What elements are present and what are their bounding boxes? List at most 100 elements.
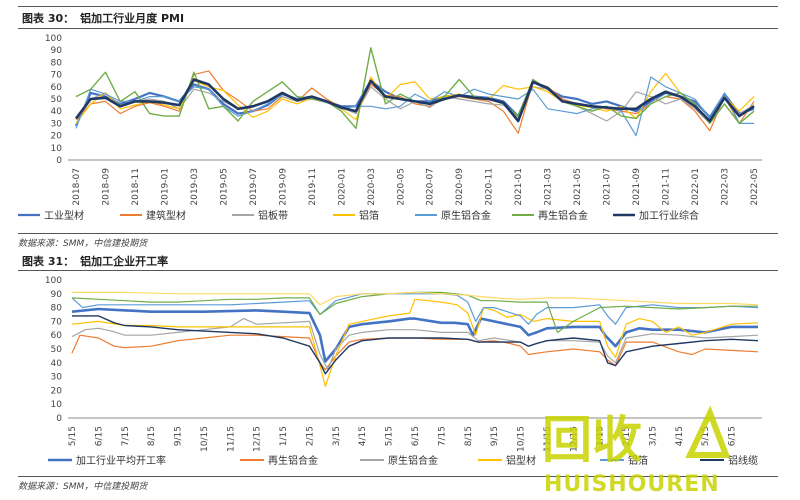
util-xtick-label: 1/15: [596, 426, 606, 446]
pmi-xtick-label: 2021-11: [662, 168, 672, 206]
pmi-xtick-label: 2020-09: [455, 168, 465, 206]
util-xtick-label: 3/15: [332, 426, 342, 446]
util-series-line: [71, 318, 759, 371]
util-legend-label: 铝线缆: [728, 454, 758, 467]
util-xtick-label: 5/15: [385, 426, 395, 446]
util-legend-label: 再生铝合金: [268, 454, 318, 467]
util-ytick-label: 100: [45, 276, 62, 286]
util-xtick-label: 8/15: [147, 426, 157, 446]
pmi-xtick-label: 2022-05: [750, 168, 760, 206]
util-legend-label: 铝箔: [628, 454, 648, 467]
util-series-line: [71, 334, 759, 371]
pmi-legend-label: 工业型材: [44, 209, 84, 222]
pmi-series-line: [75, 76, 754, 137]
pmi-ytick-label: 30: [51, 119, 63, 129]
pmi-xtick-label: 2021-05: [573, 168, 583, 206]
util-xtick-label: 4/15: [675, 426, 685, 446]
util-ytick-label: 70: [51, 317, 63, 327]
util-xtick-label: 6/15: [411, 426, 421, 446]
watermark-leaf-icon: [685, 405, 731, 458]
pmi-legend-label: 建筑型材: [146, 209, 186, 222]
pmi-legend-label: 铝板带: [258, 209, 288, 222]
pmi-xtick-label: 2019-07: [249, 168, 259, 206]
util-xtick-label: 7/15: [121, 426, 131, 446]
util-xtick-label: 9/15: [490, 426, 500, 446]
util-xtick-label: 6/15: [728, 426, 738, 446]
watermark-chars: 回收: [542, 411, 642, 469]
pmi-legend-label: 铝箔: [359, 209, 379, 222]
pmi-xtick-label: 2018-11: [131, 168, 141, 206]
huishouren-watermark-logo: 回收 HUISHOUREN: [542, 405, 731, 497]
chart2-title: 图表 31： 铝加工企业开工率: [22, 253, 168, 269]
util-ytick-label: 60: [51, 331, 63, 341]
pmi-xtick-label: 2018-09: [101, 168, 111, 206]
pmi-ytick-label: 80: [51, 58, 63, 68]
util-xtick-label: 2/15: [305, 426, 315, 446]
pmi-xtick-label: 2022-01: [691, 168, 701, 206]
pmi-xtick-label: 2019-01: [160, 168, 170, 206]
chart1-bottom-separator: [18, 233, 778, 234]
util-xtick-label: 10/15: [517, 426, 527, 452]
util-series-line: [72, 315, 759, 375]
pmi-xtick-label: 2021-09: [632, 168, 642, 206]
pmi-ytick-label: 40: [51, 107, 63, 117]
pmi-ytick-label: 70: [51, 71, 63, 81]
pmi-ytick-label: 60: [51, 83, 63, 93]
pmi-legend-label: 再生铝合金: [538, 209, 588, 222]
util-ytick-label: 40: [51, 359, 63, 369]
util-ytick-label: 20: [51, 386, 63, 396]
util-xtick-label: 4/15: [358, 426, 368, 446]
chart1-figure-label: 图表 30：: [22, 12, 75, 25]
pmi-series-line: [74, 78, 755, 123]
pmi-xtick-label: 2020-07: [426, 168, 436, 206]
chart1-title-text: 铝加工行业月度 PMI: [80, 12, 185, 25]
util-legend-label: 铝型材: [506, 454, 536, 467]
chart2-figure-label: 图表 31：: [22, 255, 75, 268]
util-xtick-label: 6/15: [94, 426, 104, 446]
pmi-ytick-label: 10: [51, 144, 63, 154]
pmi-legend-label: 加工行业综合: [639, 209, 699, 222]
util-xtick-label: 7/15: [437, 426, 447, 446]
pmi-xtick-label: 2019-05: [219, 168, 229, 206]
pmi-xtick-label: 2022-03: [721, 168, 731, 206]
util-xtick-label: 2/15: [622, 426, 632, 446]
util-series-line: [72, 291, 759, 306]
pmi-legend-label: 原生铝合金: [441, 209, 491, 222]
util-series-line: [71, 293, 759, 325]
chart2-title-separator: [18, 270, 778, 271]
pmi-xtick-label: 2020-11: [485, 168, 495, 206]
util-ytick-label: 90: [51, 290, 63, 300]
pmi-xtick-label: 2019-09: [278, 168, 288, 206]
util-series-line: [71, 291, 758, 333]
pmi-xtick-label: 2020-01: [337, 168, 347, 206]
util-ytick-label: 10: [51, 400, 63, 410]
pmi-ytick-label: 90: [51, 46, 63, 56]
pmi-xtick-label: 2021-03: [544, 168, 554, 206]
chart1-title-separator: [18, 28, 778, 29]
pmi-ytick-label: 0: [56, 156, 62, 166]
util-ytick-label: 0: [56, 414, 62, 424]
util-legend-label: 原生铝合金: [388, 454, 438, 467]
util-series-line: [71, 298, 759, 387]
top-separator: [18, 6, 778, 7]
util-legend-label: 加工行业平均开工率: [76, 454, 166, 467]
util-xtick-label: 5/15: [701, 426, 711, 446]
util-xtick-label: 11/15: [226, 426, 236, 452]
util-xtick-label: 9/15: [174, 426, 184, 446]
util-xtick-label: 12/15: [253, 426, 263, 452]
chart2-title-text: 铝加工企业开工率: [80, 255, 169, 268]
pmi-xtick-label: 2019-03: [190, 168, 200, 206]
chart1-title: 图表 30： 铝加工行业月度 PMI: [22, 10, 184, 26]
util-ytick-label: 80: [51, 304, 63, 314]
util-xtick-label: 1/15: [279, 426, 289, 446]
pmi-ytick-label: 50: [51, 95, 63, 105]
util-xtick-label: 10/15: [200, 426, 210, 452]
util-xtick-label: 12/15: [569, 426, 579, 452]
pmi-xtick-label: 2021-01: [514, 168, 524, 206]
util-ytick-label: 50: [51, 345, 63, 355]
chart2-source: 数据来源：SMM，中信建投期货: [18, 482, 148, 492]
util-xtick-label: 11/15: [543, 426, 553, 452]
pmi-xtick-label: 2020-05: [396, 168, 406, 206]
util-xtick-label: 5/15: [68, 426, 78, 446]
util-xtick-label: 8/15: [464, 426, 474, 446]
